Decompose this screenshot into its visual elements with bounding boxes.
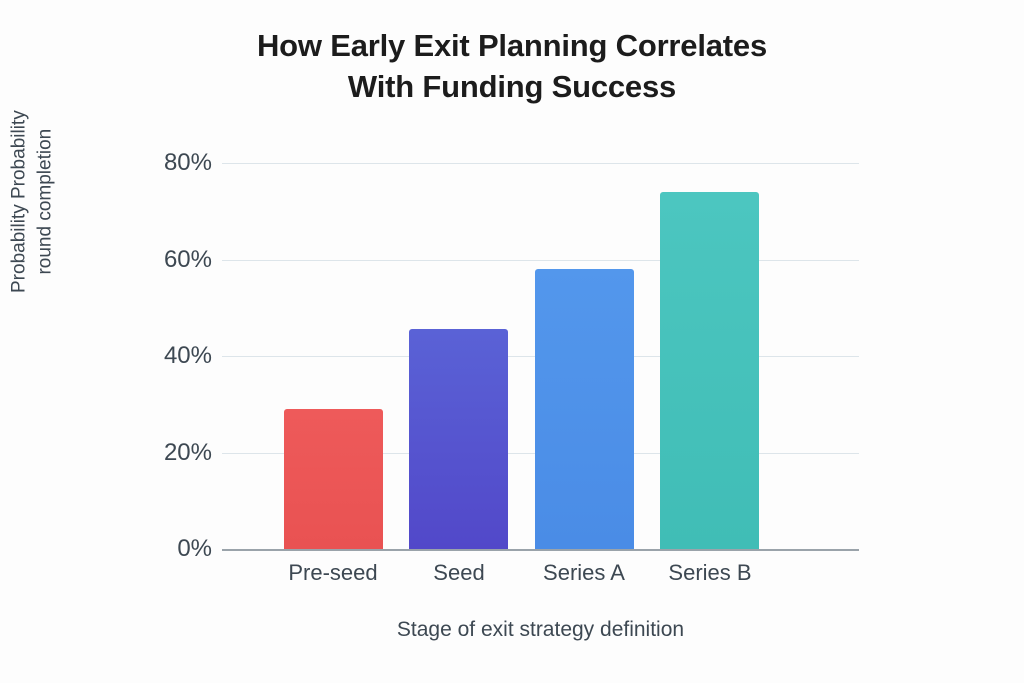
y-tick-label-0: 0% — [177, 535, 212, 562]
x-axis-title: Stage of exit strategy definition — [396, 618, 685, 641]
x-tick-label-seed: Seed — [433, 560, 485, 585]
x-tick-label-series-b: Series B — [668, 560, 752, 585]
gridline-60 — [222, 259, 859, 261]
bar-series-b[interactable] — [660, 191, 759, 549]
bar-series-a[interactable] — [535, 269, 634, 549]
plot-area — [222, 163, 859, 551]
y-tick-label-40: 40% — [163, 342, 212, 369]
y-tick-label-80: 80% — [163, 149, 212, 176]
x-tick-label-pre-seed: Pre-seed — [288, 560, 378, 585]
y-tick-label-20: 20% — [163, 438, 212, 466]
y-axis-tick-labels: 80% 60% 40% 20% 0% — [0, 149, 212, 562]
x-axis-line — [222, 549, 859, 551]
x-axis-tick-labels: Pre-seed Seed Series A Series B — [222, 560, 859, 594]
bar-seed[interactable] — [409, 329, 508, 549]
chart-title: How Early Exit Planning Correlates With … — [256, 28, 767, 104]
bar-pre-seed[interactable] — [284, 409, 383, 549]
bar-series — [222, 163, 859, 549]
y-tick-label-60: 60% — [163, 245, 212, 273]
gridline-80 — [222, 163, 859, 164]
x-tick-label-series-a: Series A — [543, 560, 625, 585]
